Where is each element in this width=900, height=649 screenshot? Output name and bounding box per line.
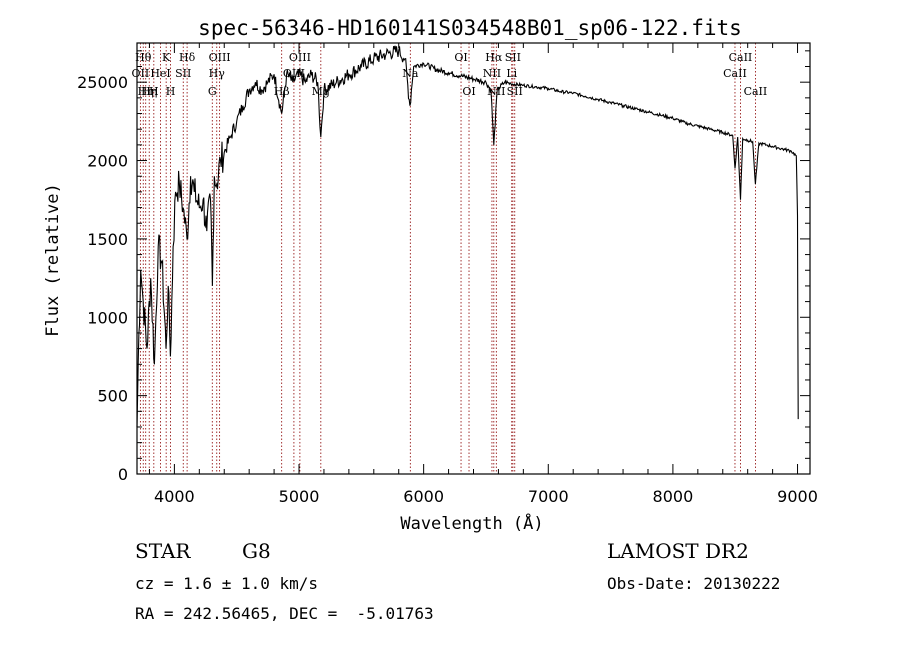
spectrum-line: [136, 45, 799, 428]
y-tick-label: 1000: [87, 308, 128, 327]
x-tick-label: 6000: [403, 487, 444, 506]
x-axis-label: Wavelength (Å): [400, 512, 543, 534]
line-marker-label: OII: [132, 67, 150, 80]
line-markers: [139, 43, 756, 474]
line-marker-label: Hδ: [179, 51, 196, 64]
y-tick-label: 1500: [87, 230, 128, 249]
line-marker-label: OIII: [209, 51, 231, 64]
line-marker-label: SII: [505, 51, 521, 64]
line-marker-label: NII: [483, 67, 501, 80]
line-marker-label: CaII: [744, 85, 768, 98]
line-marker-label: Hη: [138, 85, 154, 98]
survey-name: LAMOST DR2: [607, 539, 749, 563]
x-tick-label: 4000: [154, 487, 195, 506]
line-marker-label: CaII: [729, 51, 753, 64]
chart-title: spec-56346-HD160141S034548B01_sp06-122.f…: [198, 16, 742, 40]
spectrum-series: [136, 45, 799, 428]
line-marker-label: H: [166, 85, 176, 98]
line-marker-label: K: [162, 51, 171, 64]
object-subclass: G8: [242, 539, 271, 563]
line-marker-label: OI: [454, 51, 467, 64]
line-marker-label: OIII: [289, 51, 311, 64]
line-marker-label: Hγ: [209, 67, 226, 80]
line-marker-label: H: [149, 85, 159, 98]
y-axis-label: Flux (relative): [43, 183, 63, 337]
line-marker-label: SII: [175, 67, 191, 80]
line-marker-label: Na: [402, 67, 419, 80]
line-marker-label: CaII: [723, 67, 747, 80]
y-axis-ticks: 0 500 1000 1500 2000 25000: [77, 50, 810, 484]
coordinates-text: RA = 242.56465, DEC = -5.01763: [135, 604, 434, 623]
x-tick-label: 5000: [279, 487, 320, 506]
line-marker-labels: OIIHθHηHηHHeIKHSIIHδGHγOIIIHβOIIIOIIIMgN…: [132, 51, 768, 98]
y-tick-label: 2000: [87, 152, 128, 171]
line-marker-label: OI: [462, 85, 475, 98]
x-tick-label: 7000: [528, 487, 569, 506]
x-tick-label: 9000: [777, 487, 818, 506]
x-tick-label: 8000: [653, 487, 694, 506]
line-marker-label: Hβ: [274, 85, 290, 98]
line-marker-label: G: [208, 85, 217, 98]
y-tick-label: 25000: [77, 73, 128, 92]
line-marker-label: Hθ: [135, 51, 152, 64]
object-class: STAR: [135, 539, 191, 563]
y-tick-label: 0: [118, 465, 128, 484]
plot-frame: [136, 42, 811, 475]
line-marker-label: Li: [506, 67, 517, 80]
line-marker-label: Hη: [141, 85, 157, 98]
observation-date: Obs-Date: 20130222: [607, 574, 780, 593]
x-axis-ticks: 4000 5000 6000 7000 8000 9000: [148, 43, 818, 506]
line-marker-label: Hα: [485, 51, 503, 64]
redshift-text: cz = 1.6 ± 1.0 km/s: [135, 574, 318, 593]
y-tick-label: 500: [97, 387, 128, 406]
line-marker-label: HeI: [150, 67, 170, 80]
line-marker-label: SII: [507, 85, 523, 98]
